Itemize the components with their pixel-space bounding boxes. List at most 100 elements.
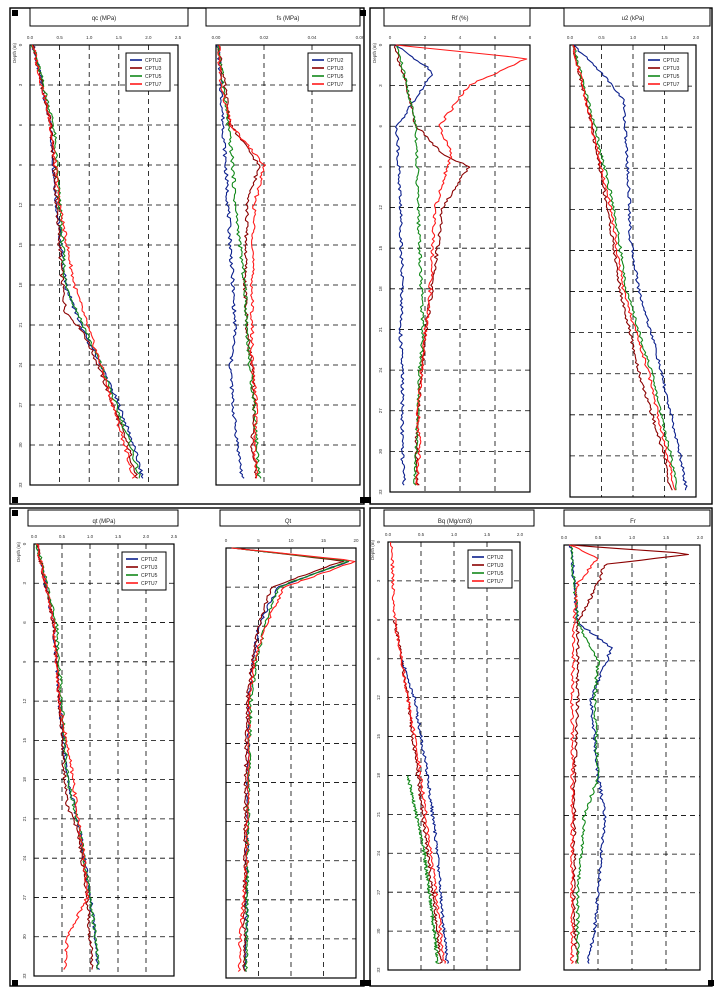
x-tick-label: 0.00	[212, 35, 221, 40]
x-tick-label: 0.0	[567, 35, 574, 40]
y-tick-label: 6	[378, 125, 383, 128]
x-tick-label: 2.5	[171, 534, 178, 539]
x-tick-label: 0	[389, 35, 392, 40]
x-tick-label: 0.5	[595, 535, 602, 540]
series-line-cptu5	[396, 44, 425, 486]
chart-title: qc (MPa)	[92, 16, 116, 22]
panel-frame	[9, 507, 365, 987]
series-line-cptu2	[573, 44, 688, 491]
legend-label: CPTU2	[487, 555, 504, 561]
y-tick-label: 33	[376, 967, 381, 973]
chart-header	[383, 509, 535, 527]
series-line-cptu3	[571, 544, 689, 964]
y-tick-label: 3	[378, 84, 383, 87]
corner-marker	[12, 510, 18, 516]
legend-label: CPTU2	[663, 58, 680, 64]
legend: CPTU2 CPTU3 CPTU5 CPTU7	[121, 551, 167, 591]
y-tick-label: 12	[378, 205, 383, 211]
legend-label: CPTU7	[141, 581, 158, 587]
chart-title: u2 (kPa)	[622, 16, 645, 22]
chart-title: Fr	[630, 519, 636, 525]
corner-marker	[365, 497, 371, 503]
y-tick-label: 9	[376, 657, 381, 660]
series-line-cptu5	[572, 44, 677, 491]
y-tick-label: 21	[22, 816, 27, 822]
legend-label: CPTU7	[327, 82, 344, 88]
y-tick-label: 30	[18, 442, 23, 448]
series-line-cptu7	[31, 44, 136, 479]
y-tick-label: 6	[22, 621, 27, 624]
y-tick-label: 12	[22, 698, 27, 704]
series-line-cptu2	[400, 658, 450, 964]
panel-frame	[369, 7, 713, 505]
y-tick-label: 15	[18, 242, 23, 248]
y-tick-label: 3	[22, 582, 27, 585]
x-tick-label: 6	[494, 35, 497, 40]
corner-marker	[12, 10, 18, 16]
chart-bottom-2: Qt 0 5 10 15 20	[219, 509, 361, 979]
chart-title: Bq (Mg/cm3)	[438, 519, 472, 525]
y-tick-label: 27	[18, 402, 23, 408]
y-tick-label: 21	[376, 811, 381, 817]
x-tick-label: 15	[321, 538, 327, 543]
y-tick-label: 6	[18, 123, 23, 126]
x-tick-label: 1.0	[630, 35, 637, 40]
x-tick-label: 0.0	[561, 535, 568, 540]
y-tick-label: 27	[22, 894, 27, 900]
y-tick-label: 9	[18, 163, 23, 166]
y-tick-label: 27	[376, 889, 381, 895]
chart-header	[219, 509, 361, 527]
x-tick-label: 2.0	[517, 532, 524, 537]
x-tick-label: 2.0	[693, 35, 700, 40]
x-tick-label: 1.5	[663, 535, 670, 540]
y-tick-label: 0	[18, 43, 23, 46]
corner-marker	[12, 497, 18, 503]
chart-header	[383, 7, 531, 27]
y-tick-label: 9	[22, 660, 27, 663]
x-tick-label: 2.0	[145, 35, 152, 40]
legend-label: CPTU5	[145, 74, 162, 80]
y-axis-label: Depth (m)	[372, 43, 377, 64]
y-tick-label: 33	[378, 489, 383, 495]
y-tick-label: 3	[376, 579, 381, 582]
series-line-cptu2	[568, 544, 613, 964]
y-axis-label: Depth (m)	[16, 542, 21, 563]
x-tick-label: 0.04	[308, 35, 317, 40]
series-line-cptu7	[231, 547, 356, 972]
y-tick-label: 9	[378, 165, 383, 168]
legend: CPTU2 CPTU3 CPTU5 CPTU7	[643, 52, 689, 92]
chart-title: Qt	[285, 519, 292, 525]
y-tick-label: 33	[22, 973, 27, 979]
y-tick-label: 27	[378, 408, 383, 414]
y-tick-label: 30	[22, 934, 27, 940]
x-tick-label: 20	[353, 538, 359, 543]
chart-bottom-1: qt (MPa) 0.0 0.5 1.0 1.5 2.0 2.5 0 3 6 9 12 15 18 21 24…	[16, 509, 179, 979]
chart-top-4: u2 (kPa)0.0 0.5 1.0 1.5 2.0CPTU2CPTU3CPTU5CP…	[563, 7, 711, 498]
y-tick-label: 15	[22, 737, 27, 743]
x-tick-label: 0.5	[418, 532, 425, 537]
series-line-cptu7	[35, 543, 90, 970]
chart-header	[205, 7, 361, 27]
legend-label: CPTU2	[141, 557, 158, 563]
series-line-cptu5	[35, 543, 100, 970]
legend-label: CPTU3	[487, 563, 504, 569]
x-tick-label: 1.5	[484, 532, 491, 537]
x-tick-label: 5	[257, 538, 260, 543]
chart-bottom-3: Bq (Mg/cm3) 0.0 0.5 1.0 1.5 2.0 0 3 6 9 12 15 18 21 24…	[370, 509, 535, 973]
legend: CPTU2 CPTU3 CPTU5 CPTU7	[467, 549, 513, 589]
y-tick-label: 18	[376, 772, 381, 778]
chart-top-2: fs (MPa)0.00 0.02 0.04 0.06CPTU2CPTU3CPTU5C…	[205, 7, 365, 486]
chart-bottom-4: Fr 0.0 0.5 1.0 1.5 2.0	[561, 509, 711, 971]
legend: CPTU2 CPTU3 CPTU5 CPTU7	[125, 52, 171, 92]
plot-area	[387, 541, 521, 971]
legend-label: CPTU7	[487, 579, 504, 585]
series-line-cptu5	[406, 775, 440, 965]
legend-label: CPTU5	[487, 571, 504, 577]
y-tick-label: 0	[376, 540, 381, 543]
y-tick-label: 18	[22, 777, 27, 783]
plot-area	[33, 543, 175, 977]
chart-header	[563, 509, 711, 527]
x-tick-label: 8	[529, 35, 532, 40]
